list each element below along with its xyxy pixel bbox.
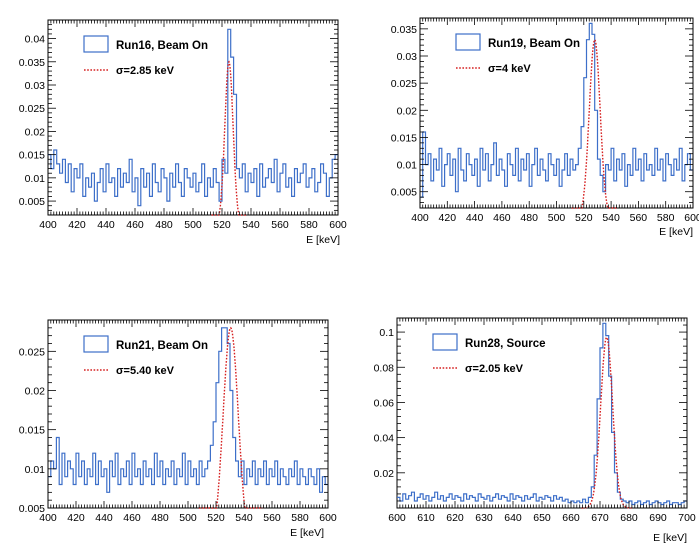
gaussian-fit-line — [198, 326, 263, 509]
legend-hist-label: Run19, Beam On — [488, 38, 580, 50]
legend-hist-label: Run28, Source — [465, 338, 546, 350]
y-tick-label: 0.025 — [391, 78, 417, 90]
y-tick-label: 0.08 — [374, 362, 395, 374]
x-tick-label: 610 — [417, 512, 435, 524]
histogram-series — [48, 327, 328, 493]
x-tick-label: 520 — [207, 512, 225, 524]
x-tick-label: 560 — [630, 212, 648, 224]
gaussian-fit-line — [571, 38, 618, 209]
y-tick-label: 0.02 — [25, 386, 46, 398]
x-tick-label: 460 — [493, 212, 511, 224]
x-tick-label: 440 — [97, 219, 115, 231]
x-tick-label: 420 — [67, 512, 85, 524]
x-tick-label: 400 — [411, 212, 429, 224]
y-tick-label: 0.005 — [19, 196, 45, 208]
legend-fit-label: σ=5.40 keV — [116, 365, 175, 377]
x-axis-label: E [keV] — [306, 234, 340, 246]
x-tick-label: 580 — [657, 212, 675, 224]
legend-hist-swatch — [432, 333, 458, 351]
x-tick-label: 600 — [319, 512, 337, 524]
x-tick-label: 540 — [602, 212, 620, 224]
gaussian-fit-line — [581, 336, 632, 509]
y-tick-label: 0.06 — [374, 397, 395, 409]
x-tick-label: 460 — [126, 219, 144, 231]
legend-fit-label: σ=2.85 keV — [116, 65, 175, 77]
y-tick-label: 0.015 — [391, 132, 417, 144]
y-tick-label: 0.005 — [391, 187, 417, 199]
x-tick-label: 560 — [271, 219, 289, 231]
x-tick-label: 540 — [235, 512, 253, 524]
legend-hist-label: Run16, Beam On — [116, 40, 208, 52]
x-tick-label: 480 — [151, 512, 169, 524]
histogram-series — [397, 322, 687, 506]
x-tick-label: 400 — [39, 219, 57, 231]
x-tick-label: 580 — [291, 512, 309, 524]
panel-bottom-left: 400 420 440 460 480 500 520 540 560 580 600 0.005 0.… — [19, 319, 337, 539]
x-tick-label: 460 — [123, 512, 141, 524]
x-tick-label: 500 — [548, 212, 566, 224]
x-tick-label: 540 — [242, 219, 260, 231]
y-tick-label: 0.04 — [374, 433, 395, 445]
gaussian-fit-line — [211, 60, 247, 216]
y-tick-label: 0.04 — [25, 34, 46, 46]
x-tick-label: 680 — [620, 512, 638, 524]
y-tick-label: 0.01 — [397, 160, 418, 172]
y-tick-label: 0.015 — [19, 425, 45, 437]
legend-hist-swatch — [455, 33, 481, 51]
x-tick-label: 700 — [678, 512, 696, 524]
y-tick-label: 0.02 — [25, 126, 46, 138]
y-tick-label: 0.025 — [19, 103, 45, 115]
x-tick-label: 480 — [155, 219, 173, 231]
y-tick-label: 0.02 — [397, 105, 418, 117]
y-tick-label: 0.005 — [19, 503, 45, 515]
histogram-series — [420, 22, 693, 198]
histogram-series — [48, 28, 338, 207]
x-tick-label: 520 — [213, 219, 231, 231]
y-tick-label: 0.03 — [25, 80, 46, 92]
x-tick-label: 560 — [263, 512, 281, 524]
legend-fit-label: σ=4 keV — [488, 63, 531, 75]
x-tick-label: 650 — [533, 512, 551, 524]
x-tick-label: 440 — [95, 512, 113, 524]
x-axis-label: E [keV] — [653, 532, 687, 544]
x-tick-label: 670 — [591, 512, 609, 524]
y-tick-label: 0.015 — [19, 150, 45, 162]
x-axis-label: E [keV] — [290, 527, 324, 539]
x-tick-label: 620 — [446, 512, 464, 524]
y-tick-label: 0.025 — [19, 346, 45, 358]
x-tick-label: 480 — [520, 212, 538, 224]
legend-hist-label: Run21, Beam On — [116, 340, 208, 352]
y-tick-label: 0.02 — [374, 468, 395, 480]
x-tick-label: 420 — [68, 219, 86, 231]
x-tick-label: 600 — [329, 219, 347, 231]
y-tick-label: 0.035 — [391, 24, 417, 36]
x-tick-label: 600 — [684, 212, 699, 224]
legend-hist-swatch — [83, 35, 109, 53]
x-tick-label: 640 — [504, 512, 522, 524]
panel-top-left: 400 420 440 460 480 500 520 540 560 580 600 0.005 0.… — [19, 19, 347, 246]
x-tick-label: 580 — [300, 219, 318, 231]
x-tick-label: 630 — [475, 512, 493, 524]
y-tick-label: 0.01 — [25, 173, 46, 185]
legend-fit-label: σ=2.05 keV — [465, 363, 524, 375]
y-tick-label: 0.03 — [397, 51, 418, 63]
y-tick-label: 0.01 — [25, 464, 46, 476]
panel-bottom-right: 600 610 620 630 640 650 660 670 680 690 700 0.02 0.0… — [374, 317, 696, 544]
x-tick-label: 600 — [388, 512, 406, 524]
y-tick-label: 0.1 — [379, 327, 394, 339]
x-axis-label: E [keV] — [659, 226, 693, 238]
x-tick-label: 400 — [39, 512, 57, 524]
x-tick-label: 440 — [466, 212, 484, 224]
x-tick-label: 500 — [184, 219, 202, 231]
x-tick-label: 660 — [562, 512, 580, 524]
panel-top-right: 400 420 440 460 480 500 520 540 560 580 600 0.005 0.… — [391, 17, 699, 238]
x-tick-label: 690 — [649, 512, 667, 524]
x-tick-label: 420 — [439, 212, 457, 224]
x-tick-label: 520 — [575, 212, 593, 224]
y-tick-label: 0.035 — [19, 57, 45, 69]
x-tick-label: 500 — [179, 512, 197, 524]
legend-hist-swatch — [83, 335, 109, 353]
